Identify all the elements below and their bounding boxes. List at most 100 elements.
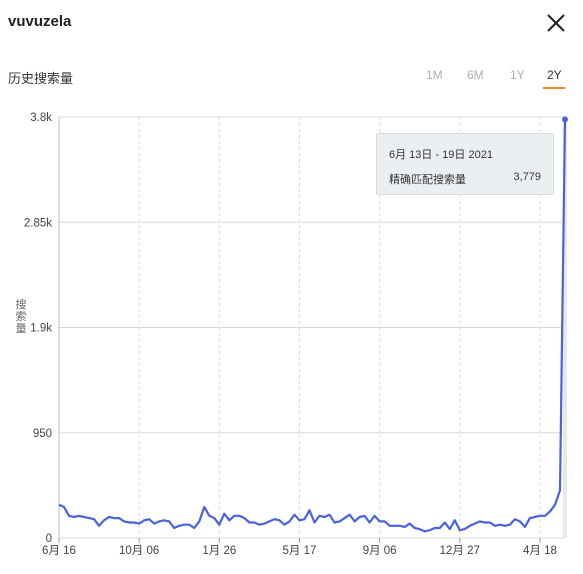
data-point bbox=[268, 520, 270, 522]
data-point bbox=[474, 522, 476, 524]
data-point bbox=[298, 519, 300, 521]
active-range-underline bbox=[543, 87, 565, 89]
range-tab-2y[interactable]: 2Y bbox=[547, 68, 562, 82]
y-tick-label: 0 bbox=[46, 533, 52, 545]
data-point bbox=[128, 521, 130, 523]
data-point bbox=[363, 515, 365, 517]
x-tick-label: 1月 26 bbox=[202, 545, 236, 557]
data-point bbox=[408, 522, 410, 524]
data-point bbox=[228, 519, 230, 521]
data-point bbox=[198, 520, 200, 522]
data-point bbox=[293, 514, 295, 516]
data-point bbox=[424, 530, 426, 532]
data-point bbox=[208, 515, 210, 517]
data-point bbox=[223, 512, 225, 514]
data-point bbox=[539, 515, 541, 517]
data-point bbox=[323, 516, 325, 518]
data-point bbox=[203, 506, 205, 508]
data-point bbox=[534, 516, 536, 518]
data-point bbox=[514, 518, 516, 520]
data-point bbox=[398, 525, 400, 527]
data-point bbox=[313, 521, 315, 523]
data-point bbox=[509, 524, 511, 526]
data-point bbox=[444, 521, 446, 523]
data-point bbox=[108, 516, 110, 518]
x-tick-label: 5月 17 bbox=[283, 545, 317, 557]
data-point bbox=[178, 525, 180, 527]
data-point bbox=[258, 524, 260, 526]
data-point bbox=[434, 527, 436, 529]
range-tab-1y[interactable]: 1Y bbox=[510, 68, 525, 82]
data-point bbox=[544, 515, 546, 517]
data-point bbox=[338, 520, 340, 522]
history-search-volume-heading: 历史搜索量 bbox=[8, 71, 74, 86]
data-point bbox=[233, 515, 235, 517]
data-point bbox=[58, 504, 60, 506]
data-point bbox=[183, 524, 185, 526]
data-point bbox=[348, 514, 350, 516]
y-axis-label-char: 索 bbox=[16, 309, 27, 323]
range-tab-6m[interactable]: 6M bbox=[467, 68, 484, 82]
data-point bbox=[243, 517, 245, 519]
data-point bbox=[138, 522, 140, 524]
data-point bbox=[78, 515, 80, 517]
data-point bbox=[464, 528, 466, 530]
y-tick-label: 3.8k bbox=[30, 112, 52, 124]
data-point bbox=[358, 516, 360, 518]
data-point bbox=[88, 517, 90, 519]
data-point bbox=[83, 516, 85, 518]
data-point bbox=[113, 517, 115, 519]
x-tick-label: 10月 06 bbox=[119, 545, 159, 557]
data-point bbox=[263, 522, 265, 524]
data-point bbox=[479, 520, 481, 522]
x-tick-label: 12月 27 bbox=[440, 545, 480, 557]
data-point bbox=[559, 489, 561, 491]
data-point bbox=[153, 522, 155, 524]
data-point bbox=[158, 520, 160, 522]
data-point bbox=[73, 516, 75, 518]
data-point bbox=[368, 521, 370, 523]
data-point bbox=[449, 528, 451, 530]
data-point bbox=[168, 520, 170, 522]
y-tick-label: 1.9k bbox=[30, 323, 52, 335]
data-point bbox=[213, 517, 215, 519]
data-point bbox=[93, 518, 95, 520]
range-tab-1m[interactable]: 1M bbox=[426, 68, 443, 82]
data-point bbox=[148, 518, 150, 520]
data-point bbox=[499, 524, 501, 526]
data-point bbox=[238, 515, 240, 517]
tooltip-label: 精确匹配搜索量 bbox=[389, 174, 466, 186]
data-point bbox=[133, 521, 135, 523]
data-point bbox=[484, 521, 486, 523]
data-point bbox=[103, 519, 105, 521]
data-point bbox=[63, 506, 65, 508]
y-axis-label-char: 搜 bbox=[16, 297, 27, 311]
data-point bbox=[98, 525, 100, 527]
data-point bbox=[524, 526, 526, 528]
tooltip-value: 3,779 bbox=[513, 171, 541, 183]
data-point bbox=[193, 527, 195, 529]
data-point bbox=[333, 521, 335, 523]
x-tick-label: 6月 16 bbox=[42, 545, 76, 557]
data-point bbox=[469, 525, 471, 527]
data-point bbox=[303, 518, 305, 520]
data-point bbox=[218, 524, 220, 526]
highlighted-data-point bbox=[562, 116, 568, 123]
data-point bbox=[253, 521, 255, 523]
data-point bbox=[388, 525, 390, 527]
data-point bbox=[288, 520, 290, 522]
data-point bbox=[373, 515, 375, 517]
data-point bbox=[353, 520, 355, 522]
y-axis-label-char: 量 bbox=[16, 322, 27, 335]
data-point bbox=[68, 515, 70, 517]
close-icon[interactable] bbox=[545, 12, 567, 34]
data-point bbox=[123, 520, 125, 522]
data-point bbox=[529, 517, 531, 519]
data-point bbox=[519, 520, 521, 522]
data-point bbox=[248, 521, 250, 523]
chart-tooltip: 6月 13日 - 19日 2021 精确匹配搜索量 3,779 bbox=[376, 133, 554, 195]
data-point bbox=[163, 519, 165, 521]
data-point bbox=[504, 525, 506, 527]
data-point bbox=[554, 504, 556, 506]
data-point bbox=[439, 527, 441, 529]
